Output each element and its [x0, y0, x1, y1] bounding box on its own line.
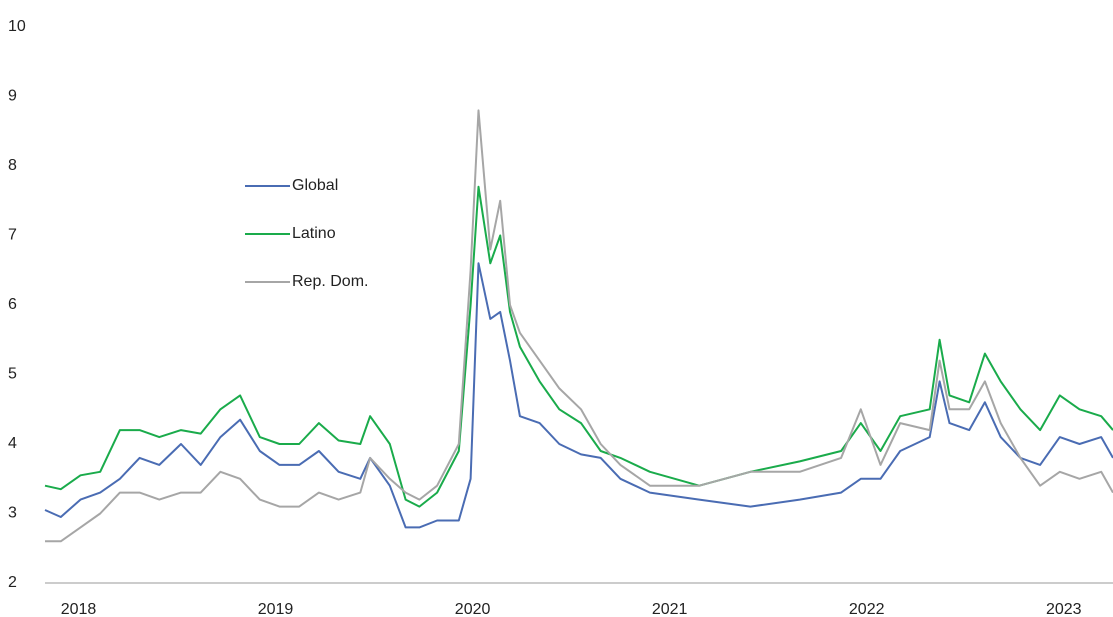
y-tick-label: 5 [8, 366, 17, 383]
x-tick-label: 2022 [849, 601, 885, 617]
series-line [45, 109, 1113, 543]
legend-label: Latino [292, 225, 336, 242]
x-tick-label: 2020 [455, 601, 491, 617]
y-tick-label: 8 [8, 157, 17, 174]
y-tick-label: 9 [8, 88, 17, 105]
series-line [44, 262, 1113, 529]
series-line [44, 185, 1113, 508]
x-tick-label: 2019 [258, 601, 294, 617]
legend-label: Global [292, 177, 338, 194]
y-tick-label: 7 [8, 227, 17, 244]
y-tick-label: 3 [8, 505, 17, 522]
y-tick-label: 10 [8, 18, 26, 35]
y-tick-label: 6 [8, 296, 17, 313]
legend-label: Rep. Dom. [292, 273, 368, 290]
x-tick-label: 2018 [61, 601, 97, 617]
x-tick-label: 2021 [652, 601, 688, 617]
y-tick-label: 2 [8, 574, 17, 591]
x-tick-label: 2023 [1046, 601, 1082, 617]
y-tick-label: 4 [8, 435, 17, 452]
